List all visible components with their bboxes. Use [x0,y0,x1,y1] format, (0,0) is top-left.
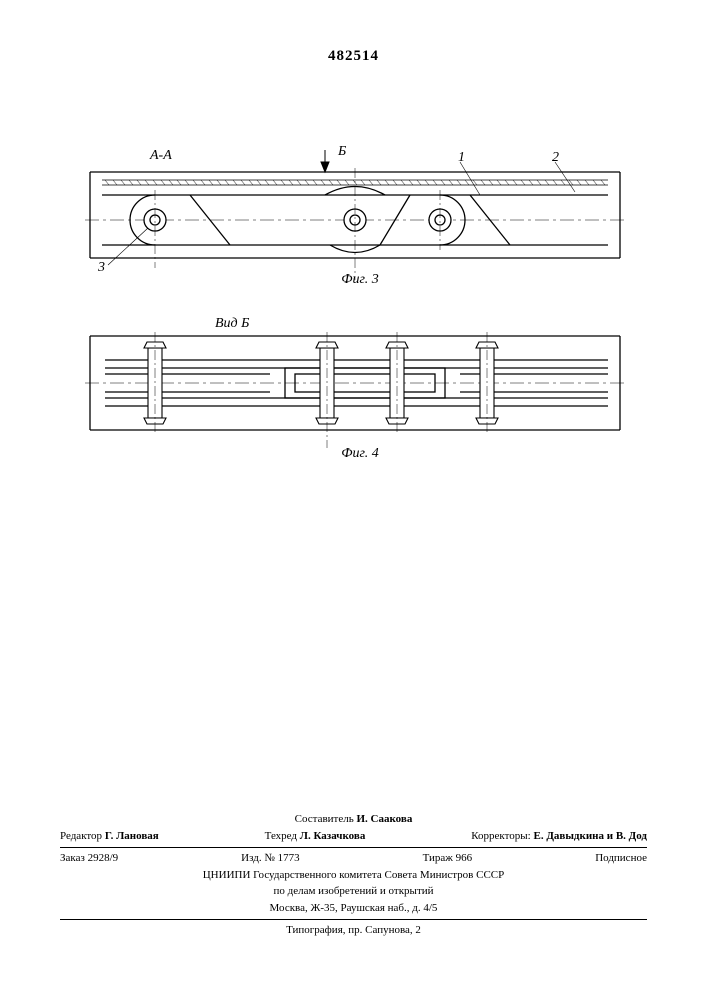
org-line-2: по делам изобретений и открытий [60,884,647,899]
techred-label: Техред [265,830,297,842]
izd-value: 1773 [278,852,300,864]
footer-rule-1 [60,847,647,848]
footer-rule-2 [60,919,647,920]
order-label: Заказ [60,852,85,864]
org-line-1: ЦНИИПИ Государственного комитета Совета … [60,868,647,883]
editor-name: Г. Лановая [105,830,159,842]
subscription: Подписное [595,851,647,866]
izd-label: Изд. № [241,852,275,864]
figure-4-title: Вид Б [215,316,249,332]
order-value: 2928/9 [88,852,119,864]
callout-1: 1 [458,150,465,166]
techred-name: Л. Казачкова [300,830,366,842]
footer: Составитель И. Саакова Редактор Г. Ланов… [60,810,647,940]
figure-3-caption: Фиг. 3 [80,272,640,288]
figure-4-caption: Фиг. 4 [80,446,640,462]
callout-2: 2 [552,150,559,166]
org-address: Москва, Ж-35, Раушская наб., д. 4/5 [60,901,647,916]
figure-4-drawing [80,318,640,458]
figure-3: А-А Б 1 2 3 [80,150,640,300]
page-number: 482514 [0,48,707,65]
corrector-label: Корректоры: [471,830,530,842]
figure-4: Вид Б [80,318,640,473]
corrector-names: Е. Давыдкина и В. Дод [533,830,647,842]
compiler-label: Составитель [295,813,354,825]
view-arrow-label: Б [338,144,346,160]
editor-label: Редактор [60,830,102,842]
section-label: А-А [150,148,172,164]
typography: Типография, пр. Сапунова, 2 [60,923,647,938]
compiler-name: И. Саакова [356,813,412,825]
figures-container: А-А Б 1 2 3 [80,150,640,473]
tirazh-value: 966 [456,852,473,864]
tirazh-label: Тираж [423,852,453,864]
